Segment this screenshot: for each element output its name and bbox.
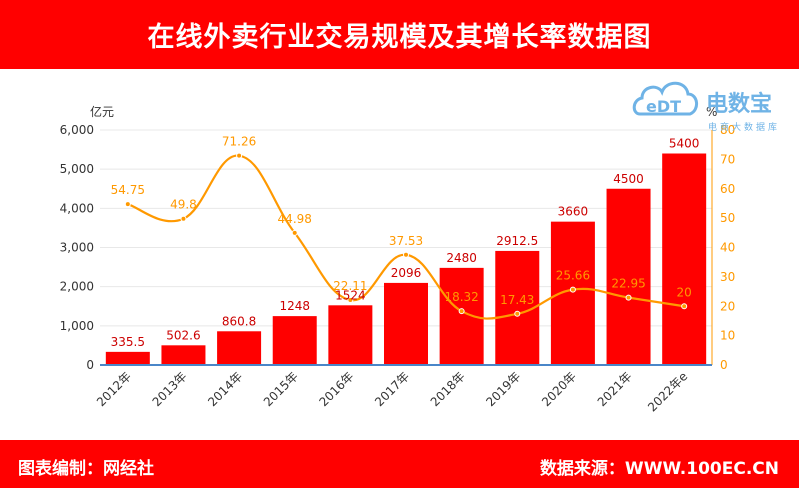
y-tick-label-right: 60 xyxy=(720,182,735,196)
x-tick-label: 2017年 xyxy=(372,369,412,409)
x-tick-label: 2015年 xyxy=(261,369,301,409)
line-point xyxy=(514,310,521,317)
line-point xyxy=(403,251,409,258)
y-tick-label-left: 4,000 xyxy=(60,201,94,215)
x-tick-label: 2018年 xyxy=(428,369,468,409)
bar-value-label: 2912.5 xyxy=(496,234,538,248)
y-tick-label-right: 80 xyxy=(720,123,735,137)
x-tick-label: 2016年 xyxy=(317,369,357,409)
edt-logo: eDT xyxy=(632,74,792,134)
bar xyxy=(105,351,150,365)
y-axis-title-left: 亿元 xyxy=(90,104,114,119)
logo-name: 电数宝 xyxy=(706,92,773,117)
line-value-label: 22.11 xyxy=(333,279,367,293)
y-tick-label-left: 2,000 xyxy=(60,280,94,294)
cloud-logo-icon: eDT xyxy=(632,81,698,116)
line-value-label: 44.98 xyxy=(278,212,312,226)
x-tick-label: 2020年 xyxy=(539,369,579,409)
footer-banner: 图表编制：网经社 数据来源：WWW.100EC.CN xyxy=(0,440,799,488)
y-tick-label-right: 40 xyxy=(720,241,735,255)
y-tick-label-right: 50 xyxy=(720,211,735,225)
line-point xyxy=(458,308,465,315)
line-value-label: 18.32 xyxy=(444,290,478,304)
x-tick-label: 2013年 xyxy=(150,369,190,409)
bar-value-label: 2480 xyxy=(446,251,477,265)
y-tick-label-left: 1,000 xyxy=(60,319,94,333)
logo-mark: eDT xyxy=(646,97,681,116)
y-tick-label-left: 5,000 xyxy=(60,162,94,176)
x-tick-label: 2014年 xyxy=(205,369,245,409)
y-axis-title-right: % xyxy=(706,105,717,119)
x-tick-label: 2021年 xyxy=(595,369,635,409)
line-point xyxy=(180,215,187,222)
logo-subtitle: 电商大数据库 xyxy=(708,123,781,133)
x-tick-label: 2012年 xyxy=(94,369,134,409)
bar xyxy=(384,282,428,365)
bar-value-label: 2096 xyxy=(391,266,422,280)
line-point xyxy=(569,286,576,293)
bar-value-label: 5400 xyxy=(669,137,700,151)
y-tick-label-left: 6,000 xyxy=(60,123,94,137)
line-value-label: 54.75 xyxy=(111,183,145,197)
bar-value-label: 3660 xyxy=(558,205,589,219)
y-tick-label-left: 0 xyxy=(86,358,94,372)
line-point xyxy=(124,201,131,208)
y-tick-label-right: 0 xyxy=(720,358,728,372)
bar-value-label: 335.5 xyxy=(111,335,145,349)
line-point xyxy=(347,297,354,304)
line-value-label: 25.66 xyxy=(556,269,590,283)
bar xyxy=(217,331,262,365)
y-tick-label-right: 20 xyxy=(720,299,735,313)
line-value-label: 37.53 xyxy=(389,234,423,248)
bar-value-label: 4500 xyxy=(613,172,644,186)
y-tick-label-right: 30 xyxy=(720,270,735,284)
title-banner: 在线外卖行业交易规模及其增长率数据图 xyxy=(0,0,799,69)
bar xyxy=(328,305,373,365)
line-value-label: 20 xyxy=(677,285,692,299)
line-value-label: 49.8 xyxy=(170,198,197,212)
chart-area: 0 1,000 2,000 3,000 4,000 5,000 6,000 0 10 20 30 40… xyxy=(60,104,736,414)
line-point xyxy=(625,294,632,301)
y-tick-label-left: 3,000 xyxy=(60,241,94,255)
bar-value-label: 502.6 xyxy=(166,328,200,342)
footer-source: 数据来源：WWW.100EC.CN xyxy=(539,459,779,479)
bar-value-label: 860.8 xyxy=(222,314,256,328)
footer-credit: 图表编制：网经社 xyxy=(18,459,154,479)
bar-value-label: 1524 xyxy=(335,288,366,302)
chart-title: 在线外卖行业交易规模及其增长率数据图 xyxy=(147,22,652,53)
line-point xyxy=(236,152,243,159)
x-tick-label: 2019年 xyxy=(483,369,523,409)
line-point xyxy=(681,303,688,310)
y-tick-label-right: 10 xyxy=(720,329,735,343)
bar-value-label: 1248 xyxy=(279,299,310,313)
x-tick-label: 2022年e xyxy=(645,369,690,414)
bar xyxy=(161,345,206,365)
bar xyxy=(606,188,651,365)
bar xyxy=(272,316,317,365)
line-value-label: 71.26 xyxy=(222,135,256,149)
line-value-label: 17.43 xyxy=(500,293,534,307)
line-value-label: 22.95 xyxy=(611,277,645,291)
line-point xyxy=(291,229,298,236)
y-tick-label-right: 70 xyxy=(720,152,735,166)
bar xyxy=(662,153,707,365)
